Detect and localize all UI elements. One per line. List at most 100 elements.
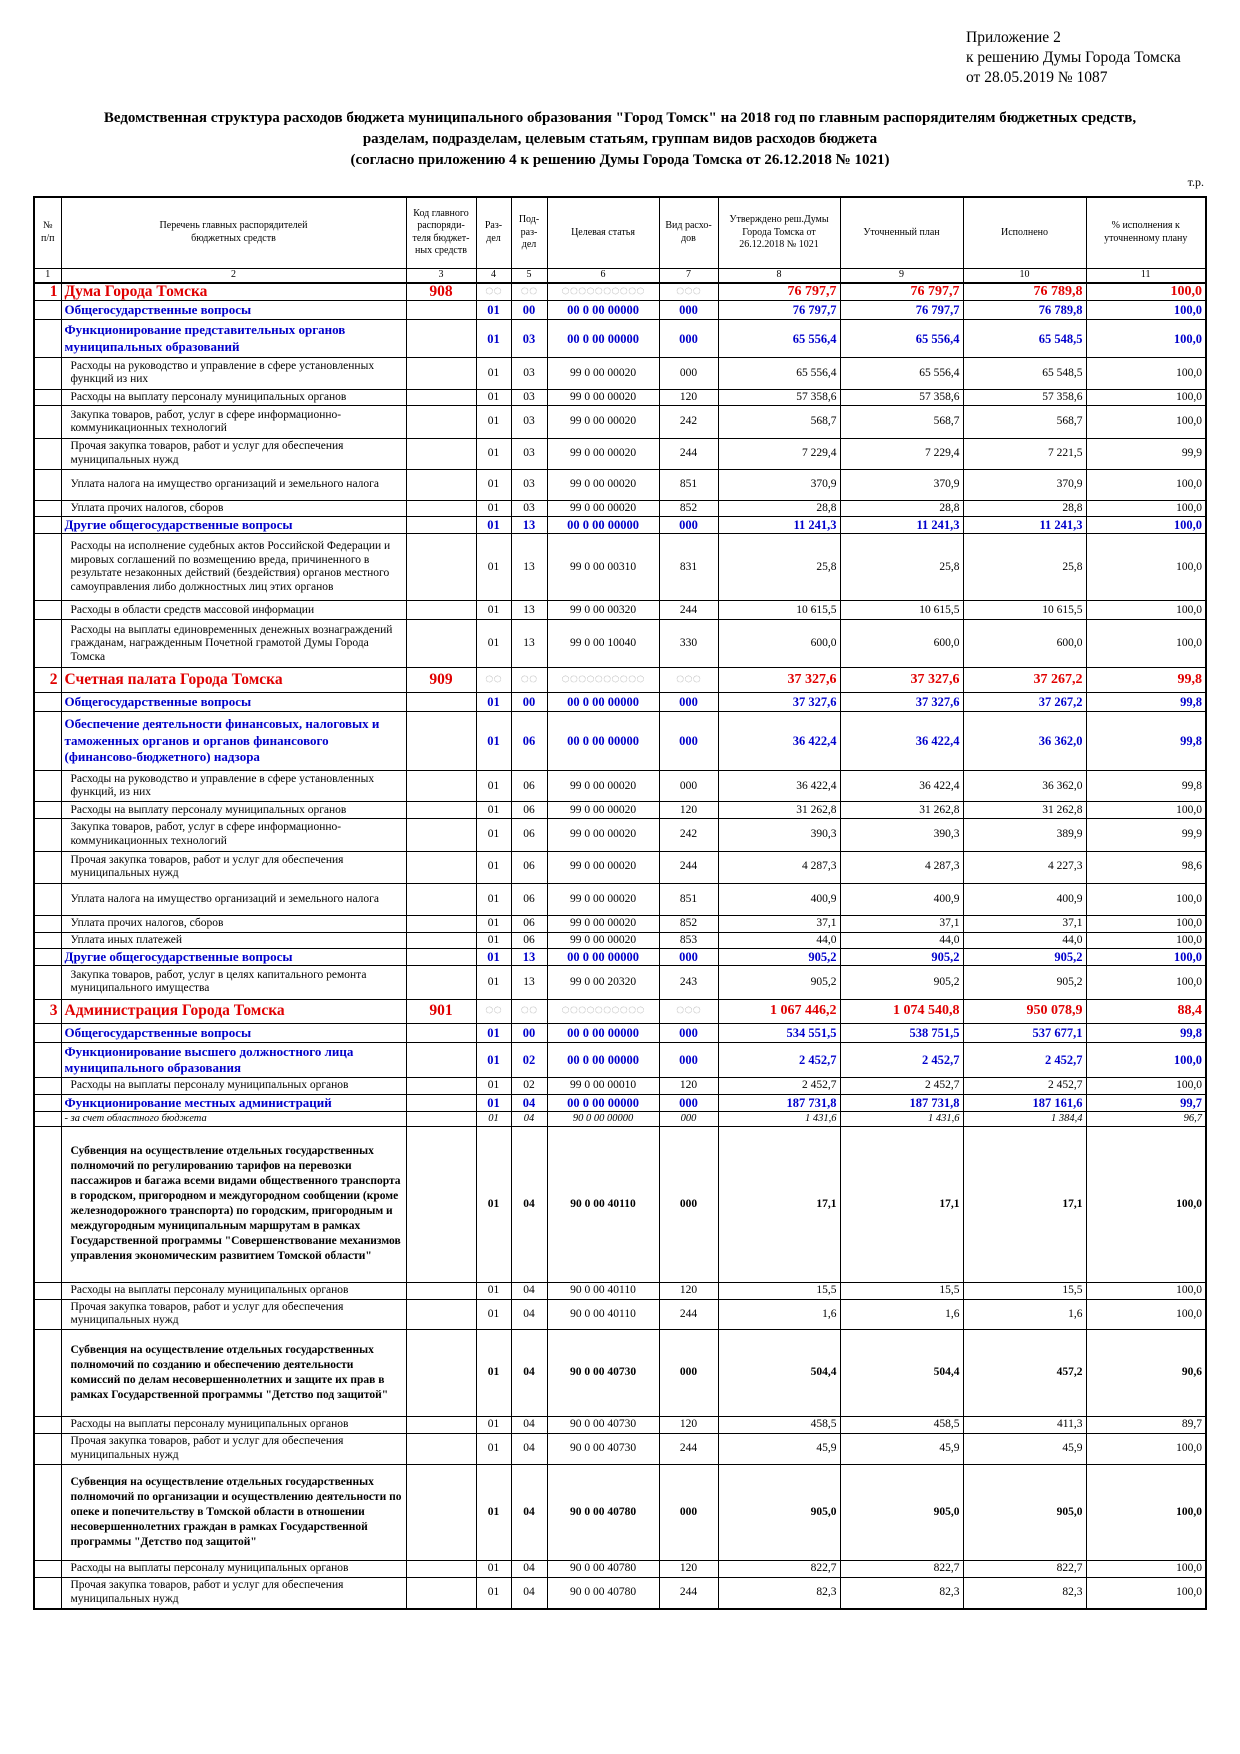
table-cell: 370,9 — [839, 468, 964, 502]
table-cell: 100,0 — [1085, 1432, 1207, 1466]
table-cell: 01 — [475, 357, 512, 390]
table-cell: 06 — [510, 932, 548, 949]
table-cell: 01 — [475, 801, 512, 820]
table-cell: 03 — [510, 319, 548, 359]
table-cell: 390,3 — [839, 818, 964, 852]
table-cell: 00 0 00 00000 — [546, 1023, 660, 1044]
table-cell: 100,0 — [1085, 319, 1207, 359]
table-cell: 537 677,1 — [962, 1023, 1087, 1044]
table-row: Общегосударственные вопросы 01 00 00 0 00 0… — [33, 691, 1207, 712]
table-cell: 831 — [658, 533, 719, 602]
table-cell — [405, 500, 477, 517]
column-number: 7 — [658, 267, 719, 284]
table-cell — [33, 1111, 62, 1127]
table-cell: 99 0 00 00020 — [546, 357, 660, 390]
table-cell: 36 362,0 — [962, 710, 1087, 772]
table-cell: 02 — [510, 1076, 548, 1095]
table-row: Расходы на выплату персоналу муниципальн… — [33, 388, 1207, 407]
table-cell — [405, 1281, 477, 1300]
table-cell: 00 0 00 00000 — [546, 515, 660, 535]
table-cell: 01 — [475, 770, 512, 803]
table-cell — [33, 600, 62, 621]
table-row: Субвенция на осуществление отдельных гос… — [33, 1125, 1207, 1283]
table-cell: 01 — [475, 1125, 512, 1283]
table-cell — [405, 1093, 477, 1113]
table-cell: 01 — [475, 1023, 512, 1044]
table-cell: 2 452,7 — [717, 1042, 841, 1078]
table-cell: 45,9 — [839, 1432, 964, 1466]
table-row: 2 Счетная палата Города Томска 909 ◌◌ ◌◌ ◌◌◌◌… — [33, 667, 1207, 693]
table-cell: 2 — [33, 667, 62, 693]
table-cell: 01 — [475, 1576, 512, 1610]
table-cell — [33, 1023, 62, 1044]
table-cell: 400,9 — [839, 882, 964, 917]
table-cell: Обеспечение деятельности финансовых, нал… — [60, 710, 407, 772]
table-cell: Прочая закупка товаров, работ и услуг дл… — [60, 1432, 407, 1466]
table-cell: 100,0 — [1085, 932, 1207, 949]
table-cell — [33, 1076, 62, 1095]
table-row: Прочая закупка товаров, работ и услуг дл… — [33, 1432, 1207, 1466]
table-cell: 17,1 — [839, 1125, 964, 1283]
table-cell — [33, 1464, 62, 1562]
table-cell — [405, 515, 477, 535]
table-cell: 100,0 — [1085, 1298, 1207, 1330]
table-cell: 03 — [510, 437, 548, 470]
table-cell — [33, 915, 62, 934]
table-cell: 04 — [510, 1416, 548, 1434]
table-cell: Уплата налога на имущество организаций и… — [60, 882, 407, 917]
table-cell: 01 — [475, 619, 512, 669]
table-cell: 905,0 — [962, 1464, 1087, 1562]
table-body: 1 Дума Города Томска 908 ◌◌ ◌◌ ◌◌◌◌◌◌◌◌◌◌ ◌◌◌ 7… — [33, 282, 1207, 1610]
table-cell: 37 327,6 — [717, 667, 841, 693]
table-cell: 01 — [475, 300, 512, 321]
table-cell: 17,1 — [717, 1125, 841, 1283]
table-cell: 000 — [658, 1111, 719, 1127]
table-cell: 36 422,4 — [839, 770, 964, 803]
column-header: Перечень главных распорядителей бюджетны… — [60, 196, 407, 269]
table-cell: Прочая закупка товаров, работ и услуг дл… — [60, 850, 407, 884]
table-cell: 100,0 — [1085, 801, 1207, 820]
table-cell — [33, 515, 62, 535]
table-cell — [405, 882, 477, 917]
table-cell: 01 — [475, 1464, 512, 1562]
table-cell — [33, 619, 62, 669]
table-cell: 90 0 00 40730 — [546, 1416, 660, 1434]
table-cell: Расходы на руководство и управление в сф… — [60, 357, 407, 390]
table-row: Расходы на выплаты персоналу муниципальн… — [33, 1281, 1207, 1300]
table-cell: 504,4 — [839, 1328, 964, 1418]
table-cell: 57 358,6 — [839, 388, 964, 407]
table-cell: 76 789,8 — [962, 300, 1087, 321]
table-cell: 1 384,4 — [962, 1111, 1087, 1127]
table-cell: 88,4 — [1085, 998, 1207, 1025]
table-cell: Функционирование представительных органо… — [60, 319, 407, 359]
table-cell: 28,8 — [717, 500, 841, 517]
column-number: 10 — [962, 267, 1087, 284]
table-row: Расходы на выплаты единовременных денежн… — [33, 619, 1207, 669]
table-cell: 01 — [475, 965, 512, 1000]
table-cell — [405, 619, 477, 669]
table-cell: ◌◌ — [475, 998, 512, 1025]
table-cell: 600,0 — [839, 619, 964, 669]
table-cell: 03 — [510, 388, 548, 407]
table-cell: 37 267,2 — [962, 667, 1087, 693]
table-cell: 600,0 — [962, 619, 1087, 669]
table-cell — [405, 801, 477, 820]
table-cell: 01 — [475, 1416, 512, 1434]
table-cell: 28,8 — [839, 500, 964, 517]
table-cell: 905,2 — [962, 965, 1087, 1000]
table-cell: 00 — [510, 691, 548, 712]
table-cell: 06 — [510, 710, 548, 772]
table-cell: 99 0 00 00310 — [546, 533, 660, 602]
table-cell: 120 — [658, 1416, 719, 1434]
table-cell: 100,0 — [1085, 500, 1207, 517]
table-cell: 600,0 — [717, 619, 841, 669]
table-cell: ◌◌◌◌◌◌◌◌◌◌ — [546, 667, 660, 693]
table-cell: 03 — [510, 405, 548, 439]
table-cell — [405, 300, 477, 321]
table-cell: Уплата иных платежей — [60, 932, 407, 949]
table-row: 1 Дума Города Томска 908 ◌◌ ◌◌ ◌◌◌◌◌◌◌◌◌◌ ◌◌◌ 7… — [33, 282, 1207, 302]
table-row: Прочая закупка товаров, работ и услуг дл… — [33, 850, 1207, 884]
column-header: № п/п — [33, 196, 62, 269]
table-cell: 851 — [658, 882, 719, 917]
table-cell — [33, 818, 62, 852]
